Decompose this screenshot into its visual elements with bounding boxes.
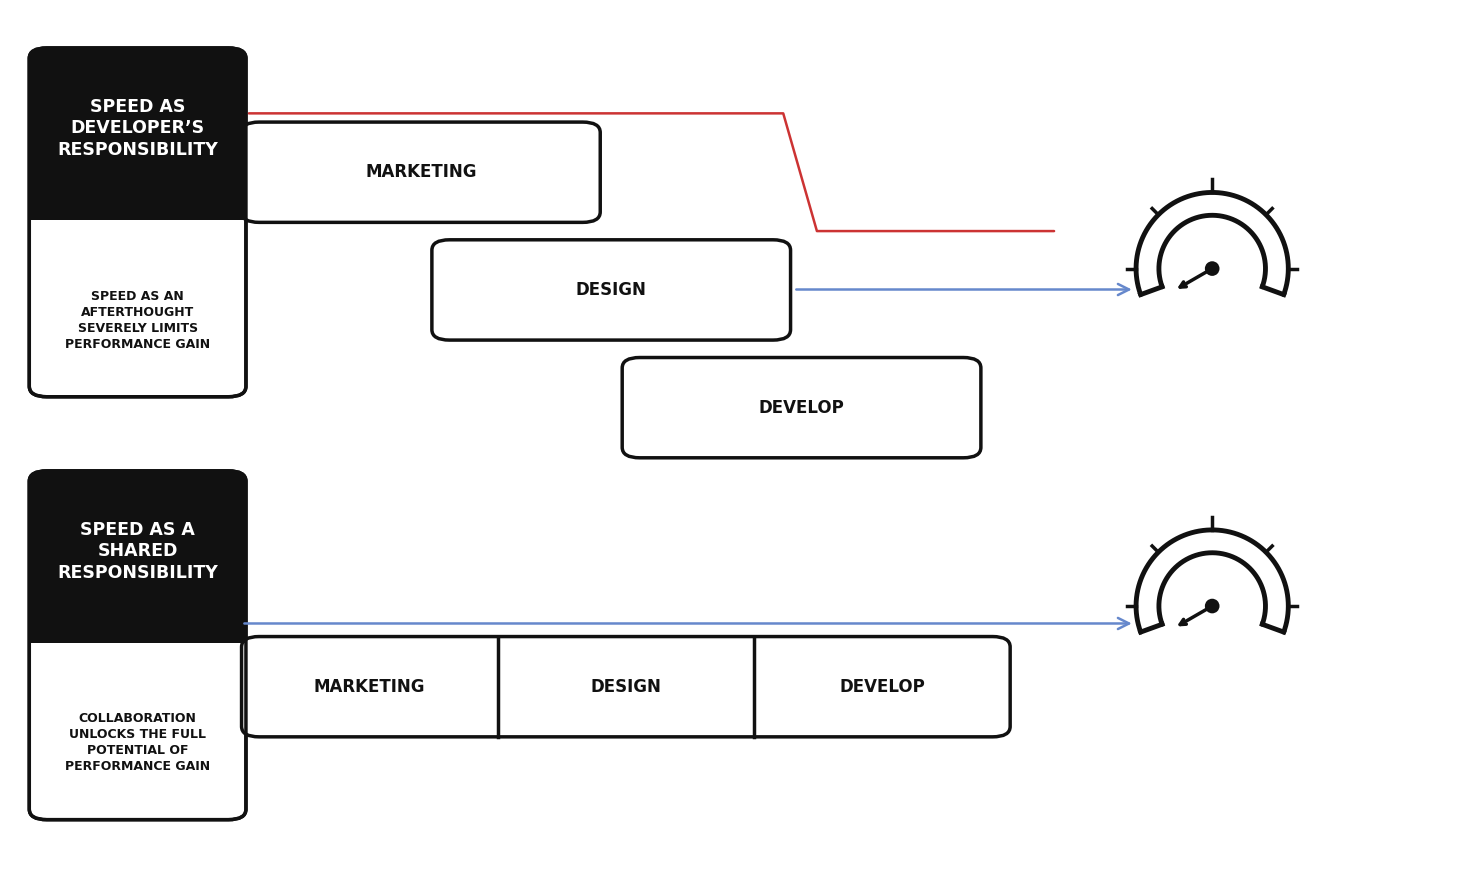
FancyBboxPatch shape [29, 48, 246, 215]
Ellipse shape [1205, 262, 1220, 276]
FancyBboxPatch shape [242, 637, 1010, 737]
FancyBboxPatch shape [29, 209, 246, 220]
Text: SPEED AS A
SHARED
RESPONSIBILITY: SPEED AS A SHARED RESPONSIBILITY [57, 521, 218, 582]
FancyBboxPatch shape [622, 358, 981, 458]
Ellipse shape [1205, 599, 1220, 613]
FancyBboxPatch shape [29, 471, 246, 638]
Text: MARKETING: MARKETING [313, 678, 426, 696]
Text: MARKETING: MARKETING [365, 163, 477, 181]
FancyBboxPatch shape [29, 632, 246, 643]
FancyBboxPatch shape [29, 471, 246, 820]
FancyBboxPatch shape [29, 48, 246, 397]
Text: DEVELOP: DEVELOP [839, 678, 925, 696]
Text: DESIGN: DESIGN [575, 281, 647, 299]
Text: SPEED AS AN
AFTERTHOUGHT
SEVERELY LIMITS
PERFORMANCE GAIN: SPEED AS AN AFTERTHOUGHT SEVERELY LIMITS… [64, 290, 211, 351]
Text: DEVELOP: DEVELOP [758, 399, 845, 417]
FancyBboxPatch shape [242, 122, 600, 222]
Text: SPEED AS
DEVELOPER’S
RESPONSIBILITY: SPEED AS DEVELOPER’S RESPONSIBILITY [57, 98, 218, 159]
Text: COLLABORATION
UNLOCKS THE FULL
POTENTIAL OF
PERFORMANCE GAIN: COLLABORATION UNLOCKS THE FULL POTENTIAL… [64, 712, 211, 773]
Text: DESIGN: DESIGN [590, 678, 662, 696]
FancyBboxPatch shape [432, 240, 791, 340]
